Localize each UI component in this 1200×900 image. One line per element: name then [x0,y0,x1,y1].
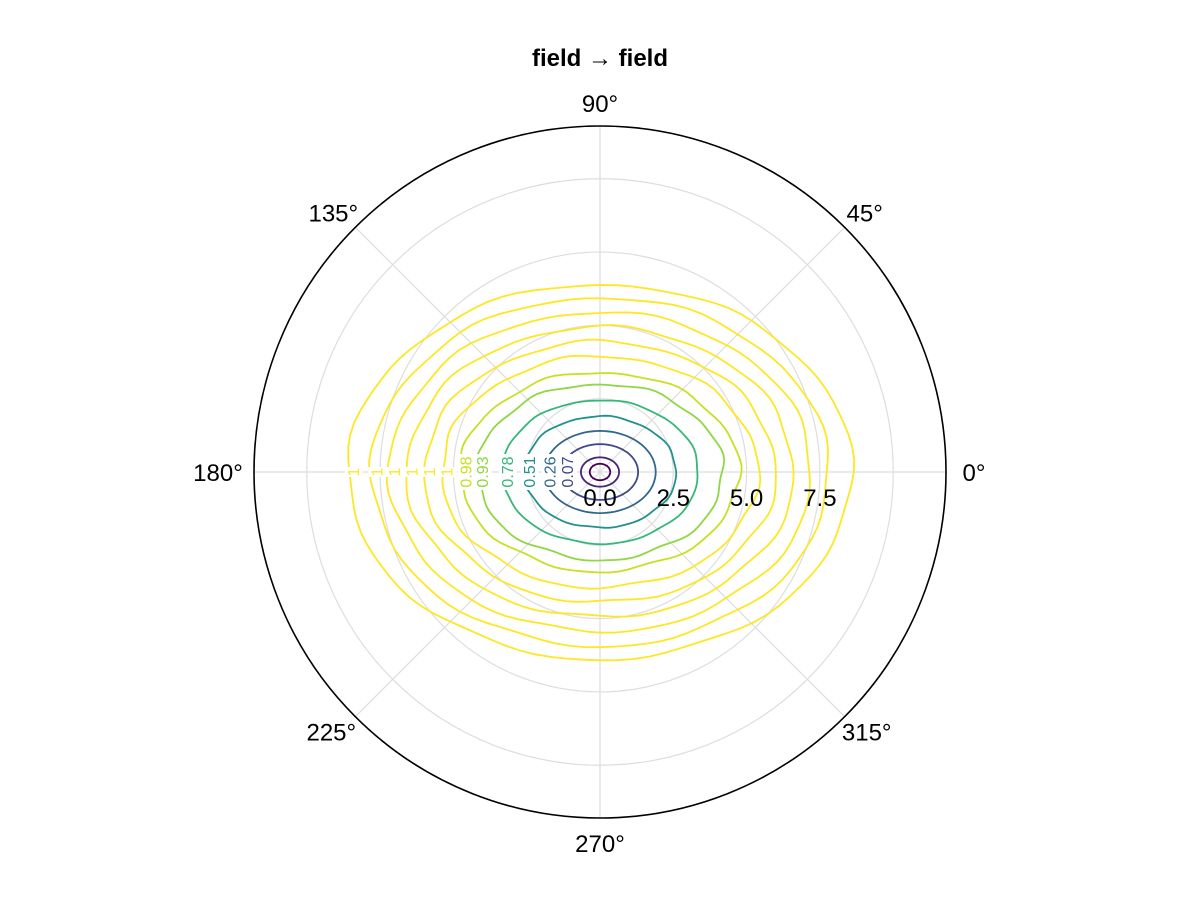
contour-label-9: 1 [422,467,439,476]
r-tick-label-3: 7.5 [803,485,836,512]
contour-label-12: 1 [369,467,386,476]
theta-grid-line-3 [354,226,601,473]
contour-label-5: 0.78 [500,456,517,487]
theta-tick-label-3: 135° [308,200,358,227]
contour-label-bg-12 [368,467,387,477]
contour-label-bg-2 [558,454,577,490]
contour-label-group-2: 0.07 [558,454,577,490]
contour-label-bg-3 [541,454,560,490]
contour-label-3: 0.26 [542,456,559,487]
contour-label-group-5: 0.78 [498,454,517,490]
contour-label-group-13: 1 [344,467,363,477]
theta-tick-label-6: 270° [575,831,625,858]
contour-label-bg-9 [421,467,440,477]
contour-label-11: 1 [387,467,404,476]
contour-line-0 [588,462,612,482]
contour-label-bg-5 [498,454,517,490]
theta-tick-label-4: 180° [193,460,243,487]
contour-label-group-9: 1 [421,467,440,477]
r-tick-label-2: 5.0 [730,485,763,512]
contour-label-group-4: 0.51 [520,454,539,490]
contour-label-group-10: 1 [403,467,422,477]
theta-tick-label-2: 90° [582,91,618,118]
contour-label-6: 0.93 [475,456,492,487]
contour-line-1 [579,456,620,488]
contour-label-group-7: 0.98 [457,454,476,490]
contour-label-2: 0.07 [560,456,577,487]
contour-label-group-6: 0.93 [473,454,492,490]
contour-label-bg-7 [457,454,476,490]
theta-tick-label-0: 0° [963,460,986,487]
theta-tick-label-1: 45° [847,200,883,227]
contour-label-bg-10 [403,467,422,477]
contour-label-bg-13 [344,467,363,477]
theta-grid-line-5 [354,471,601,718]
theta-grid-line-7 [599,471,846,718]
polar-spine [253,125,947,819]
contour-label-group-3: 0.26 [541,454,560,490]
r-tick-label-1: 2.5 [657,485,690,512]
contour-label-group-8: 1 [438,467,457,477]
contour-label-8: 1 [440,467,457,476]
theta-tick-label-7: 315° [842,720,892,747]
theta-tick-label-5: 225° [306,720,356,747]
chart-title: field → field [532,45,668,72]
contour-label-bg-4 [520,454,539,490]
r-tick-label-0: 0.0 [583,485,616,512]
contour-label-bg-8 [438,467,457,477]
contour-label-7: 0.98 [459,456,476,487]
axis-labels: 0° 45° 90° 135° 180° 225° 270° 315° 0.0 2.5 5.0 7.5 [193,91,985,858]
contour-label-bg-6 [473,454,492,490]
theta-grid-line-1 [599,226,846,473]
contour-label-4: 0.51 [522,456,539,487]
contour-label-group-11: 1 [385,467,404,477]
contour-label-10: 1 [405,467,422,476]
contour-label-group-12: 1 [368,467,387,477]
contour-label-bg-11 [385,467,404,477]
contour-label-13: 1 [346,467,363,476]
